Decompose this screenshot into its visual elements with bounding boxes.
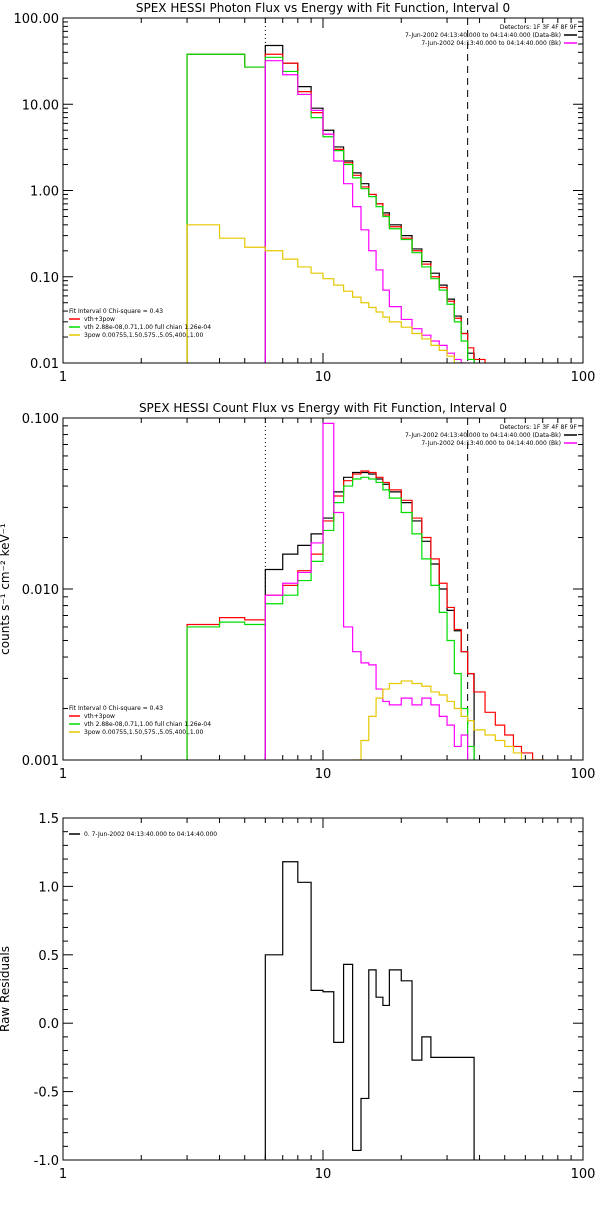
plot-frame — [62, 417, 584, 761]
y-axis-label: Raw Residuals — [0, 946, 12, 1032]
y-tick-label: 0.10 — [30, 271, 59, 286]
y-tick-label: 0.001 — [22, 754, 59, 769]
chart-2: SPEX HESSI Count Flux vs Energy with Fit… — [0, 401, 595, 782]
plot-area — [186, 44, 486, 363]
x-tick-label: 1 — [59, 1167, 67, 1182]
y-tick-label: 0.0 — [38, 1017, 59, 1032]
y-tick-label: 0.5 — [38, 949, 59, 964]
series-histogram-3 — [186, 53, 475, 363]
x-tick-label: 100 — [571, 1167, 596, 1182]
series-histogram-3 — [186, 476, 475, 760]
series-histogram-2 — [186, 470, 545, 760]
plot-area — [264, 861, 475, 1160]
series-histogram-4 — [264, 60, 469, 363]
x-tick-label: 10 — [315, 767, 332, 782]
chart-title: SPEX HESSI Photon Flux vs Energy with Fi… — [136, 1, 510, 15]
series-histogram-5 — [186, 224, 462, 363]
y-tick-label: -0.5 — [34, 1086, 59, 1101]
chart-3: Raw Residuals 1 10 100 -1.0 -0.5 0.0 0.5 1.0 1.5 0… — [0, 812, 595, 1182]
series-histogram-1 — [264, 471, 475, 760]
info-line: Detectors: 1F 3F 4F 8F 9F — [500, 424, 578, 431]
legend-line: 3pow 0.00755,1.50,575.,5.05,400.,1.00 — [84, 332, 203, 339]
legend-line: vth+3pow — [84, 316, 115, 323]
info-line: 7-Jun-2002 04:13:40.000 to 04:14:40.000 … — [421, 440, 561, 447]
info-line: 7-Jun-2002 04:13:40.000 to 04:14:40.000 … — [405, 432, 561, 439]
y-tick-label: 0.010 — [22, 583, 59, 598]
y-tick-label: 0.01 — [30, 357, 59, 372]
chart-1: SPEX HESSI Photon Flux vs Energy with Fi… — [14, 1, 596, 385]
legend-line: Fit Interval 0 Chi-square = 0.43 — [69, 308, 163, 315]
series-histogram-5 — [352, 680, 545, 760]
y-tick-label: 0.100 — [22, 412, 59, 427]
plot-frame — [62, 817, 584, 1161]
legend-line: vth 2.88e-08,0.71,1.00 full chian 1.26e-… — [84, 721, 211, 728]
x-tick-label: 1 — [59, 370, 67, 385]
legend-line: vth 2.88e-08,0.71,1.00 full chian 1.26e-… — [84, 324, 211, 331]
plot-area — [186, 422, 545, 760]
y-tick-label: -1.0 — [34, 1154, 59, 1169]
y-axis-label: counts s⁻¹ cm⁻² keV⁻¹ — [0, 523, 12, 655]
y-tick-label: 100.00 — [14, 12, 60, 27]
y-tick-label: 10.00 — [22, 98, 59, 113]
chart-title: SPEX HESSI Count Flux vs Energy with Fit… — [139, 401, 507, 415]
legend-line: Fit Interval 0 Chi-square = 0.43 — [69, 705, 163, 712]
legend-line: 3pow 0.00755,1.50,575.,5.05,400.,1.00 — [84, 729, 203, 736]
legend-line: vth+3pow — [84, 713, 115, 720]
x-tick-label: 100 — [571, 767, 596, 782]
legend-line: 0. 7-Jun-2002 04:13:40.000 to 04:14:40.0… — [84, 831, 217, 838]
info-line: Detectors: 1F 3F 4F 8F 9F — [500, 24, 578, 31]
series-histogram-1 — [264, 44, 475, 363]
series-histogram-2 — [186, 53, 486, 363]
info-line: 7-Jun-2002 04:13:40.000 to 04:14:40.000 … — [421, 40, 561, 47]
info-line: 7-Jun-2002 04:13:40.000 to 04:14:40.000 … — [405, 32, 561, 39]
y-tick-label: 1.0 — [38, 880, 59, 895]
x-tick-label: 1 — [59, 767, 67, 782]
x-tick-label: 10 — [315, 1167, 332, 1182]
y-tick-label: 1.00 — [30, 185, 59, 200]
series-histogram-1 — [264, 861, 475, 1160]
y-tick-label: 1.5 — [38, 812, 59, 827]
x-tick-label: 10 — [315, 370, 332, 385]
plot-frame — [62, 17, 584, 364]
x-tick-label: 100 — [571, 370, 596, 385]
